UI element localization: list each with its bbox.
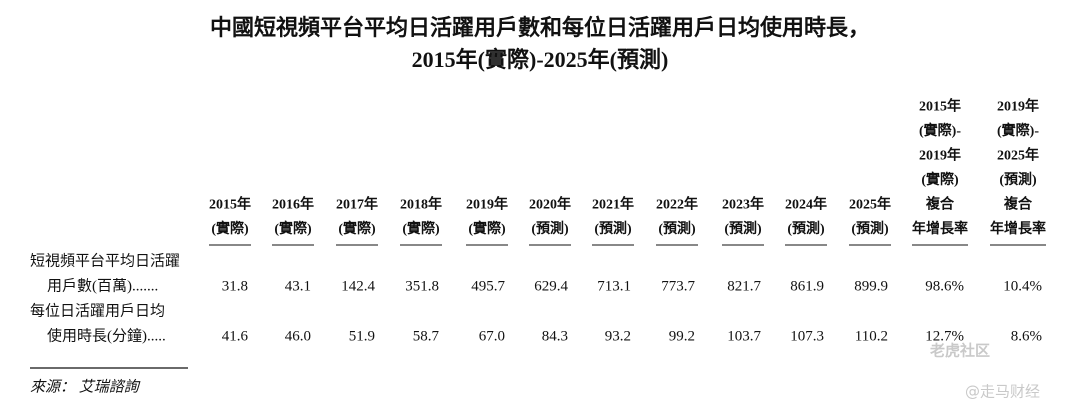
cell: 821.7	[727, 278, 761, 294]
cell: 12.7%	[925, 328, 964, 344]
cell: 110.2	[855, 328, 888, 344]
column-header: (預測)	[531, 220, 569, 237]
column-header: (預測)	[594, 220, 632, 237]
title-line: 中國短視頻平台平均日活躍用戶數和每位日活躍用戶日均使用時長，	[210, 15, 870, 40]
cell: 773.7	[661, 278, 695, 294]
column-header: 2016年	[272, 196, 314, 213]
cell: 629.4	[534, 278, 568, 294]
cell: 46.0	[285, 328, 311, 344]
column-header: (實際)-	[919, 122, 961, 139]
column-header: 2024年	[785, 196, 827, 213]
column-header: 2015年	[209, 196, 251, 213]
column-header: 2017年	[336, 196, 378, 213]
cell: 10.4%	[1003, 278, 1042, 294]
cell: 495.7	[471, 278, 505, 294]
column-header: 年增長率	[912, 220, 968, 237]
column-header: (預測)	[851, 220, 889, 237]
cell: 84.3	[542, 328, 568, 344]
cell: 98.6%	[925, 278, 964, 294]
cell: 107.3	[790, 328, 824, 344]
watermark: @走马财经	[965, 383, 1040, 401]
column-header: (實際)	[402, 220, 440, 237]
column-header: 2025年	[997, 147, 1039, 164]
cell: 99.2	[669, 328, 695, 344]
column-header: 2019年	[919, 147, 961, 164]
column-header: 2023年	[722, 196, 764, 213]
column-header: 複合	[1003, 196, 1033, 213]
column-header: 2020年	[529, 196, 571, 213]
cell: 31.8	[222, 278, 248, 294]
column-header: 複合	[925, 196, 955, 213]
column-header: (實際)	[211, 220, 249, 237]
column-header: 2021年	[592, 196, 634, 213]
cell: 899.9	[854, 278, 888, 294]
column-header: (實際)	[338, 220, 376, 237]
column-header: 年增長率	[990, 220, 1046, 237]
column-header: (預測)	[999, 171, 1037, 188]
cell: 8.6%	[1011, 328, 1042, 344]
cell: 351.8	[405, 278, 439, 294]
cell: 713.1	[597, 278, 631, 294]
column-header: (實際)-	[997, 122, 1039, 139]
source: 來源： 艾瑞諮詢	[30, 378, 141, 395]
column-header: (預測)	[787, 220, 825, 237]
cell: 861.9	[790, 278, 824, 294]
cell: 142.4	[341, 278, 375, 294]
column-header: 2015年	[919, 98, 961, 115]
column-header: 2025年	[849, 196, 891, 213]
title-line: 2015年(實際)-2025年(預測)	[412, 47, 669, 72]
cell: 93.2	[605, 328, 631, 344]
column-header: (預測)	[724, 220, 762, 237]
cell: 41.6	[222, 328, 249, 344]
column-header: (預測)	[658, 220, 696, 237]
cell: 58.7	[413, 328, 440, 344]
column-header: 2018年	[400, 196, 442, 213]
row-label: 每位日活躍用戶日均	[30, 302, 165, 319]
column-header: (實際)	[274, 220, 312, 237]
cell: 51.9	[349, 328, 375, 344]
column-header: (實際)	[921, 171, 959, 188]
row-label: 使用時長(分鐘).....	[47, 327, 166, 344]
column-header: 2022年	[656, 196, 698, 213]
cell: 103.7	[727, 328, 761, 344]
column-header: 2019年	[997, 98, 1039, 115]
watermark: 老虎社区	[929, 341, 990, 359]
cell: 43.1	[285, 278, 311, 294]
row-label: 用戶數(百萬).......	[47, 277, 158, 294]
row-label: 短視頻平台平均日活躍	[30, 252, 180, 269]
column-header: (實際)	[468, 220, 506, 237]
cell: 67.0	[479, 328, 505, 344]
column-header: 2019年	[466, 196, 508, 213]
